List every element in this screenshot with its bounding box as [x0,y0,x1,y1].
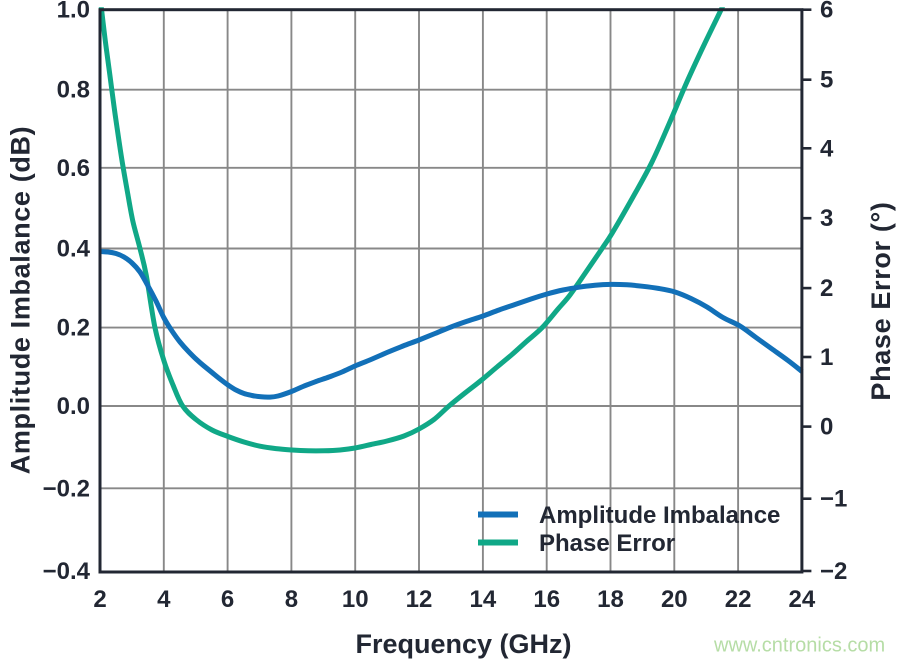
svg-text:20: 20 [661,586,688,613]
svg-text:www.cntronics.com: www.cntronics.com [713,635,885,657]
svg-text:2: 2 [820,275,833,302]
svg-text:1: 1 [820,344,833,371]
svg-text:18: 18 [597,586,624,613]
svg-text:Frequency (GHz): Frequency (GHz) [355,629,571,659]
svg-text:3: 3 [820,205,833,232]
svg-text:4: 4 [157,586,171,613]
svg-text:0.8: 0.8 [57,77,90,104]
svg-text:14: 14 [470,586,497,613]
svg-text:−2: −2 [820,558,847,585]
svg-text:0.6: 0.6 [57,155,90,182]
svg-text:8: 8 [285,586,298,613]
svg-text:4: 4 [820,135,834,162]
svg-text:Phase Error (°): Phase Error (°) [866,201,896,400]
svg-text:0.2: 0.2 [57,315,90,342]
svg-text:2: 2 [93,586,106,613]
svg-text:16: 16 [533,586,560,613]
svg-text:Amplitude Imbalance (dB): Amplitude Imbalance (dB) [6,126,36,475]
svg-text:−0.4: −0.4 [43,558,91,585]
svg-text:22: 22 [725,586,752,613]
svg-text:5: 5 [820,67,833,94]
svg-text:0.4: 0.4 [57,236,91,263]
svg-text:0.0: 0.0 [57,393,90,420]
svg-text:6: 6 [820,0,833,24]
svg-text:Amplitude Imbalance: Amplitude Imbalance [539,502,780,529]
svg-text:−0.2: −0.2 [43,475,90,502]
svg-text:0: 0 [820,414,833,441]
svg-text:6: 6 [221,586,234,613]
svg-text:Phase Error: Phase Error [539,530,675,557]
svg-text:24: 24 [789,586,816,613]
svg-text:10: 10 [342,586,369,613]
svg-text:−1: −1 [820,486,847,513]
svg-text:1.0: 1.0 [57,0,90,24]
svg-text:12: 12 [406,586,433,613]
